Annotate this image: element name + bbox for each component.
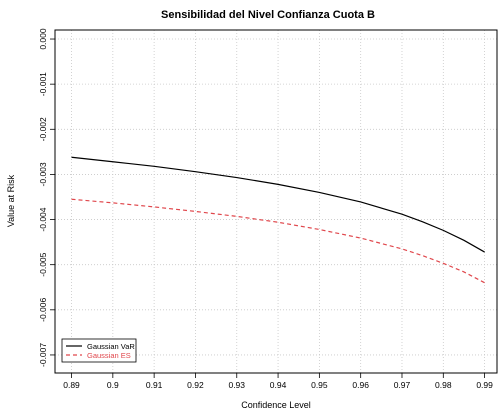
- y-tick-label: -0.007: [38, 343, 48, 367]
- x-axis-label: Confidence Level: [241, 400, 311, 410]
- legend-label-var: Gaussian VaR: [87, 342, 135, 351]
- series-group: [71, 156, 485, 284]
- x-tick-label: 0.89: [63, 380, 80, 390]
- y-tick-label: -0.002: [38, 117, 48, 141]
- x-tick-label: 0.9: [107, 380, 119, 390]
- x-tick-label: 0.96: [352, 380, 369, 390]
- plot-frame: [54, 29, 498, 374]
- x-tick-label: 0.92: [187, 380, 204, 390]
- legend: Gaussian VaR Gaussian ES: [61, 338, 137, 363]
- x-tick-label: 0.94: [270, 380, 287, 390]
- x-tick-label: 0.93: [228, 380, 245, 390]
- x-tick-label: 0.91: [146, 380, 163, 390]
- y-axis: 0.000 -0.001 -0.002 -0.003 -0.004 -0.005 -0.00…: [38, 28, 55, 367]
- chart-title: Sensibilidad del Nivel Confianza Cuota B: [161, 9, 375, 21]
- legend-label-es: Gaussian ES: [87, 351, 131, 360]
- legend-box: [61, 338, 137, 363]
- x-tick-label: 0.95: [311, 380, 328, 390]
- y-tick-label: -0.005: [38, 252, 48, 276]
- y-tick-label: 0.000: [38, 28, 48, 50]
- y-tick-label: -0.001: [38, 72, 48, 96]
- y-axis-label: Value at Risk: [6, 174, 16, 227]
- series-line-gaussian-var: [71, 156, 485, 253]
- x-axis: 0.89 0.9 0.91 0.92 0.93 0.94 0.95 0.96 0.97 0.98 0…: [63, 373, 493, 390]
- y-tick-label: -0.006: [38, 297, 48, 321]
- x-tick-label: 0.97: [394, 380, 411, 390]
- y-tick-label: -0.003: [38, 162, 48, 186]
- x-tick-label: 0.98: [435, 380, 452, 390]
- grid: [55, 30, 497, 373]
- x-tick-label: 0.99: [476, 380, 493, 390]
- y-tick-label: -0.004: [38, 207, 48, 231]
- series-line-gaussian-es: [71, 198, 485, 284]
